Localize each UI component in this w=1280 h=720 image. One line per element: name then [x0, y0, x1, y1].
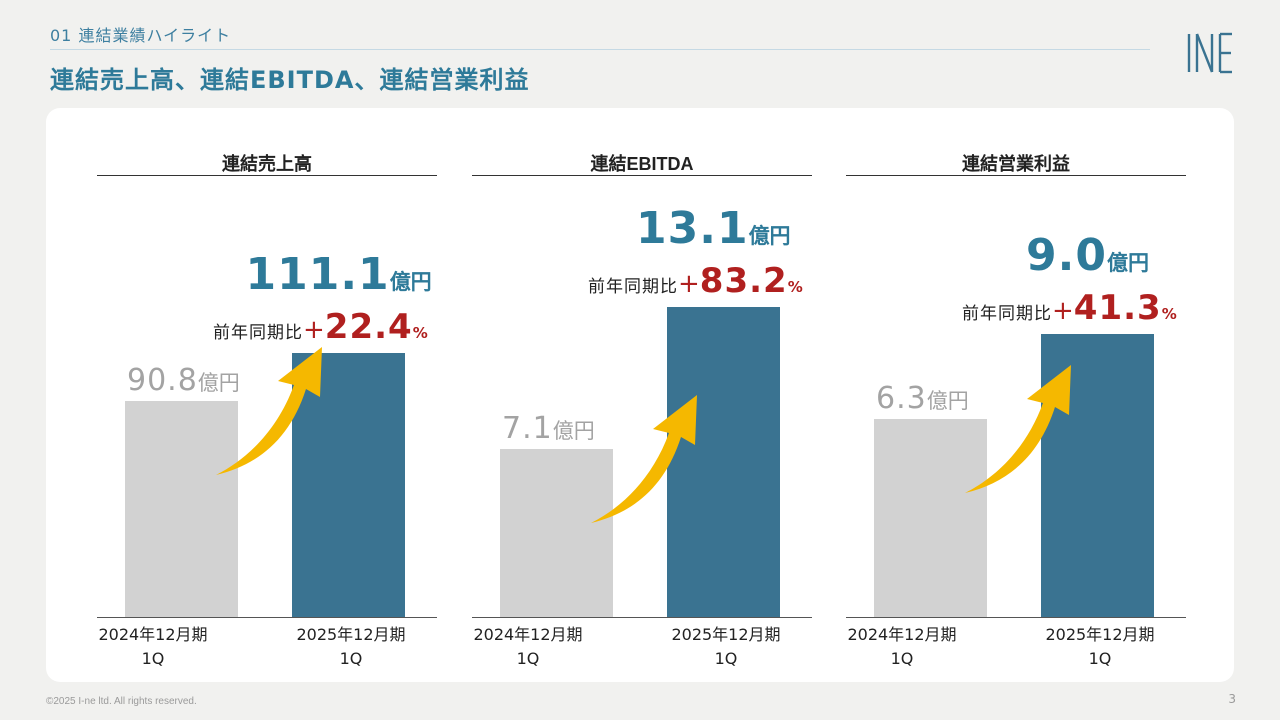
current-value-label: 9.0億円	[1026, 230, 1149, 281]
bar-previous-year	[125, 401, 238, 617]
bar-previous-year	[874, 418, 987, 617]
bar-current-year	[667, 307, 780, 617]
copyright-text: ©2025 I-ne ltd. All rights reserved.	[46, 696, 197, 707]
growth-arrow-icon	[216, 347, 322, 476]
page-title: 連結売上高、連結EBITDA、連結営業利益	[50, 66, 530, 94]
page-number: 3	[1228, 692, 1236, 706]
yoy-growth-label: 前年同期比+83.2%	[588, 261, 803, 301]
header-rule	[50, 49, 1150, 50]
x-tick-label-previous: 2024年12月期 1Q	[98, 625, 208, 668]
yoy-growth-label: 前年同期比+22.4%	[213, 307, 428, 347]
previous-value-label: 7.1億円	[502, 410, 595, 446]
x-tick-label-current: 2025年12月期 1Q	[1045, 625, 1155, 668]
x-axis-baseline	[472, 617, 812, 618]
current-value-label: 13.1億円	[636, 203, 791, 254]
section-label: 01 連結業績ハイライト	[50, 26, 232, 45]
title-rule	[97, 175, 437, 176]
chart-panel-revenue: 連結売上高 90.8億円 111.1億円 前年同期比+22.4% 2024年12…	[97, 0, 437, 720]
title-rule	[846, 175, 1186, 176]
bar-current-year	[292, 353, 405, 617]
x-axis-baseline	[97, 617, 437, 618]
title-rule	[472, 175, 812, 176]
chart-title: 連結営業利益	[962, 154, 1070, 174]
current-value-label: 111.1億円	[245, 249, 432, 300]
x-tick-label-current: 2025年12月期 1Q	[296, 625, 406, 668]
x-tick-label-previous: 2024年12月期 1Q	[473, 625, 583, 668]
bar-previous-year	[500, 448, 613, 617]
chart-title: 連結EBITDA	[590, 154, 694, 174]
growth-arrow-icon	[965, 364, 1071, 493]
chart-panel-operating-income: 連結営業利益 6.3億円 9.0億円 前年同期比+41.3% 2024年12月期…	[846, 0, 1186, 720]
growth-arrow-icon	[591, 394, 697, 523]
chart-title: 連結売上高	[222, 154, 312, 174]
chart-panel-ebitda: 連結EBITDA 7.1億円 13.1億円 前年同期比+83.2% 2024年1…	[472, 0, 812, 720]
x-axis-baseline	[846, 617, 1186, 618]
previous-value-label: 90.8億円	[127, 363, 240, 399]
previous-value-label: 6.3億円	[876, 380, 969, 416]
x-tick-label-current: 2025年12月期 1Q	[671, 625, 781, 668]
yoy-growth-label: 前年同期比+41.3%	[962, 288, 1177, 328]
x-tick-label-previous: 2024年12月期 1Q	[847, 625, 957, 668]
ine-logo-icon	[1187, 32, 1232, 74]
